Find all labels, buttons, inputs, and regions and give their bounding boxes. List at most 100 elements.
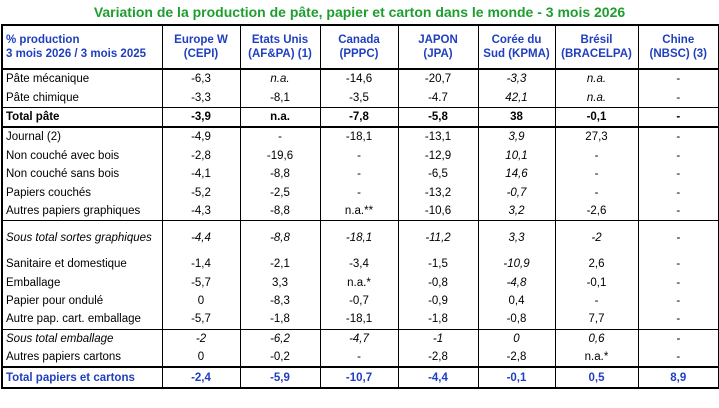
row-label: Sanitaire et domestique: [1, 255, 163, 274]
table-row: Emballage -5,7 3,3 n.a.* -0,8 -4,8 -0,1-: [1, 273, 719, 292]
column-header: % production 3 mois 2026 / 3 mois 2025: [1, 25, 163, 70]
cell: -0,2: [239, 348, 321, 368]
row-label: Sous total sortes graphiques: [1, 220, 163, 256]
table-row: Autres papiers cartons 0 -0,2- -2,8 -2,8 n.a.…: [1, 348, 719, 368]
cell: -11,2: [397, 220, 479, 256]
cell: -: [319, 348, 399, 368]
cell: 0: [161, 348, 241, 368]
table-row: Total pâte -3,9 n.a. -7,8 -5,8 38 -0,1-: [1, 106, 719, 129]
cell: -1: [397, 329, 479, 349]
cell: -8,8: [239, 201, 321, 222]
cell: -14,6: [319, 69, 399, 89]
cell: -: [637, 348, 719, 368]
cell: 7,7: [554, 310, 639, 330]
row-label: Total papiers et cartons: [1, 366, 163, 389]
cell: -8,3: [239, 291, 321, 311]
cell: -2: [161, 329, 241, 349]
cell: -5,7: [161, 273, 241, 292]
cell: n.a.: [554, 88, 639, 108]
cell: -2: [554, 220, 639, 256]
cell: -4,8: [477, 273, 556, 292]
column-header: Etats Unis (AF&PA) (1): [239, 25, 321, 70]
cell: -: [554, 164, 639, 184]
cell: -8,8: [239, 220, 321, 256]
cell: -: [637, 106, 719, 129]
cell: -: [637, 273, 719, 292]
cell: -4,4: [161, 220, 241, 256]
cell: -1,5: [397, 255, 479, 274]
cell: -: [637, 127, 719, 147]
cell: n.a.: [554, 69, 639, 89]
row-label: Non couché avec bois: [1, 146, 163, 165]
cell: -8,8: [239, 164, 321, 184]
cell: -0,8: [397, 273, 479, 292]
cell: -6,5: [397, 164, 479, 184]
cell: -2,8: [397, 348, 479, 368]
cell: -5,2: [161, 183, 241, 202]
cell: -0,1: [554, 273, 639, 292]
cell: 0: [477, 329, 556, 349]
cell: -8,1: [239, 88, 321, 108]
cell: -4,1: [161, 164, 241, 184]
cell: 0,6: [554, 329, 639, 349]
cell: -4,7: [319, 329, 399, 349]
cell: 0,5: [554, 366, 639, 389]
cell: -10,6: [397, 201, 479, 222]
cell: -6,2: [239, 329, 321, 349]
table-row: Sanitaire et domestique -1,4 -2,1 -3,4 -1,5-…: [1, 255, 719, 274]
cell: -7,8: [319, 106, 399, 129]
cell: -18,1: [319, 310, 399, 330]
cell: -19,6: [239, 146, 321, 165]
cell: 8,9: [637, 366, 719, 389]
cell: -4,3: [161, 201, 241, 222]
table-row: Papier pour ondulé 0 -8,3 -0,7 -0,9 0,4- -: [1, 291, 719, 311]
cell: -: [554, 146, 639, 165]
cell: -3,3: [161, 88, 241, 108]
cell: -5,9: [239, 366, 321, 389]
cell: -: [554, 291, 639, 311]
cell: -: [319, 164, 399, 184]
cell: 0: [161, 291, 241, 311]
cell: n.a.*: [554, 348, 639, 368]
cell: -18,1: [319, 220, 399, 256]
cell: -6,3: [161, 69, 241, 89]
row-label: Papiers couchés: [1, 183, 163, 202]
cell: n.a.**: [319, 201, 399, 222]
column-header: Corée du Sud (KPMA): [477, 25, 556, 70]
row-label: Autres papiers cartons: [1, 348, 163, 368]
cell: -13,1: [397, 127, 479, 147]
cell: -2,5: [239, 183, 321, 202]
production-table: % production 3 mois 2026 / 3 mois 2025 Eu…: [1, 24, 719, 389]
title: Variation de la production de pâte, papi…: [93, 4, 626, 20]
cell: n.a.: [239, 106, 321, 129]
cell: -: [637, 310, 719, 330]
cell: 38: [477, 106, 556, 129]
column-header: Chine (NBSC) (3): [637, 25, 719, 70]
cell: -: [637, 146, 719, 165]
cell: 3,3: [477, 220, 556, 256]
cell: -2,4: [161, 366, 241, 389]
table-row: Papiers couchés -5,2 -2,5- -13,2 -0,7- -: [1, 183, 719, 202]
cell: -: [637, 291, 719, 311]
column-header: Brésil (BRACELPA): [554, 25, 639, 70]
cell: 14,6: [477, 164, 556, 184]
cell: -10,7: [319, 366, 399, 389]
column-header: JAPON (JPA): [397, 25, 479, 70]
table-row: Autre pap. cart. emballage -5,7 -1,8 -18,1-…: [1, 310, 719, 330]
column-header: Europe W (CEPI): [161, 25, 241, 70]
row-label: Emballage: [1, 273, 163, 292]
cell: 3,2: [477, 201, 556, 222]
cell: -: [637, 88, 719, 108]
row-label: Total pâte: [1, 106, 163, 129]
cell: -: [637, 164, 719, 184]
cell: -0,7: [477, 183, 556, 202]
cell: -: [637, 201, 719, 222]
table-row: Total papiers et cartons -2,4 -5,9 -10,7 -4,…: [1, 366, 719, 389]
cell: -: [239, 127, 321, 147]
cell: -: [319, 183, 399, 202]
cell: -: [554, 183, 639, 202]
cell: -2,1: [239, 255, 321, 274]
table-row: Journal (2) -4,9- -18,1 -13,1 3,9 27,3-: [1, 127, 719, 147]
cell: 3,3: [239, 273, 321, 292]
